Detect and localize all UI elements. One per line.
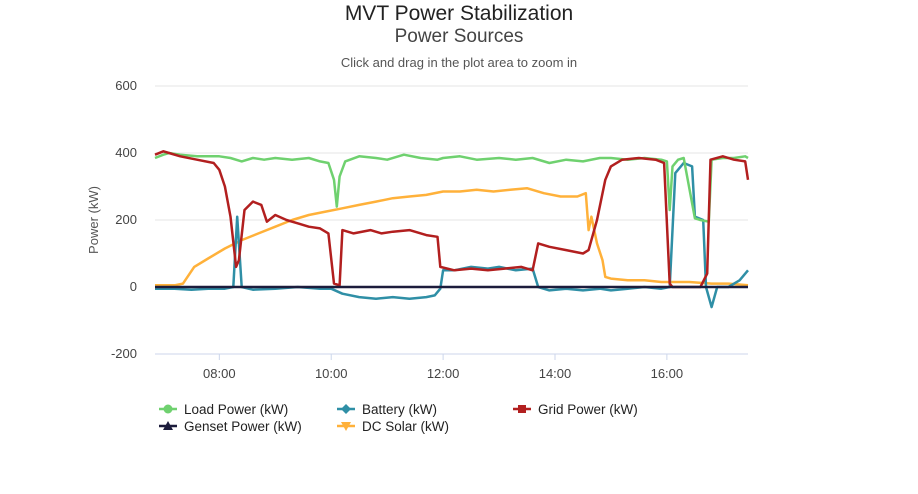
legend[interactable]: Load Power (kW) Battery (kW) Grid Power (k… xyxy=(159,402,638,434)
x-axis-ticks: 08:00 10:00 12:00 14:00 16:00 xyxy=(203,354,683,381)
legend-label: Grid Power (kW) xyxy=(538,402,638,417)
y-axis-ticks: -200 0 200 400 600 xyxy=(111,78,137,361)
legend-marker-circle xyxy=(163,404,173,414)
legend-item-1[interactable]: Battery (kW) xyxy=(337,402,437,417)
series-line-1[interactable] xyxy=(155,161,749,309)
y-tick-label: -200 xyxy=(111,346,137,361)
chart-subtitle: Power Sources xyxy=(394,26,524,47)
y-tick-label: 0 xyxy=(130,279,137,294)
x-tick-label: 16:00 xyxy=(651,366,684,381)
legend-marker-square xyxy=(518,405,526,413)
legend-item-3[interactable]: Genset Power (kW) xyxy=(159,419,302,434)
legend-label: Genset Power (kW) xyxy=(184,419,302,434)
legend-marker-triangle xyxy=(163,421,173,430)
legend-item-4[interactable]: DC Solar (kW) xyxy=(337,419,449,434)
x-tick-label: 10:00 xyxy=(315,366,348,381)
legend-item-2[interactable]: Grid Power (kW) xyxy=(513,402,638,417)
y-tick-label: 200 xyxy=(115,212,137,227)
legend-item-0[interactable]: Load Power (kW) xyxy=(159,402,288,417)
legend-label: Battery (kW) xyxy=(362,402,437,417)
zoom-hint: Click and drag in the plot area to zoom … xyxy=(340,55,578,70)
x-tick-label: 14:00 xyxy=(539,366,572,381)
plot-area[interactable] xyxy=(154,150,750,309)
y-tick-label: 400 xyxy=(115,145,137,160)
series-line-0[interactable] xyxy=(154,151,749,223)
y-tick-label: 600 xyxy=(115,78,137,93)
legend-marker-diamond xyxy=(341,404,351,414)
legend-label: Load Power (kW) xyxy=(184,402,288,417)
x-tick-label: 12:00 xyxy=(427,366,460,381)
legend-marker-triangle-down xyxy=(341,422,351,431)
x-tick-label: 08:00 xyxy=(203,366,236,381)
y-axis-label: Power (kW) xyxy=(86,186,101,254)
series-line-2[interactable] xyxy=(154,150,750,289)
chart-title: MVT Power Stabilization xyxy=(344,2,574,25)
series-line-4[interactable] xyxy=(155,186,749,287)
legend-label: DC Solar (kW) xyxy=(362,419,449,434)
